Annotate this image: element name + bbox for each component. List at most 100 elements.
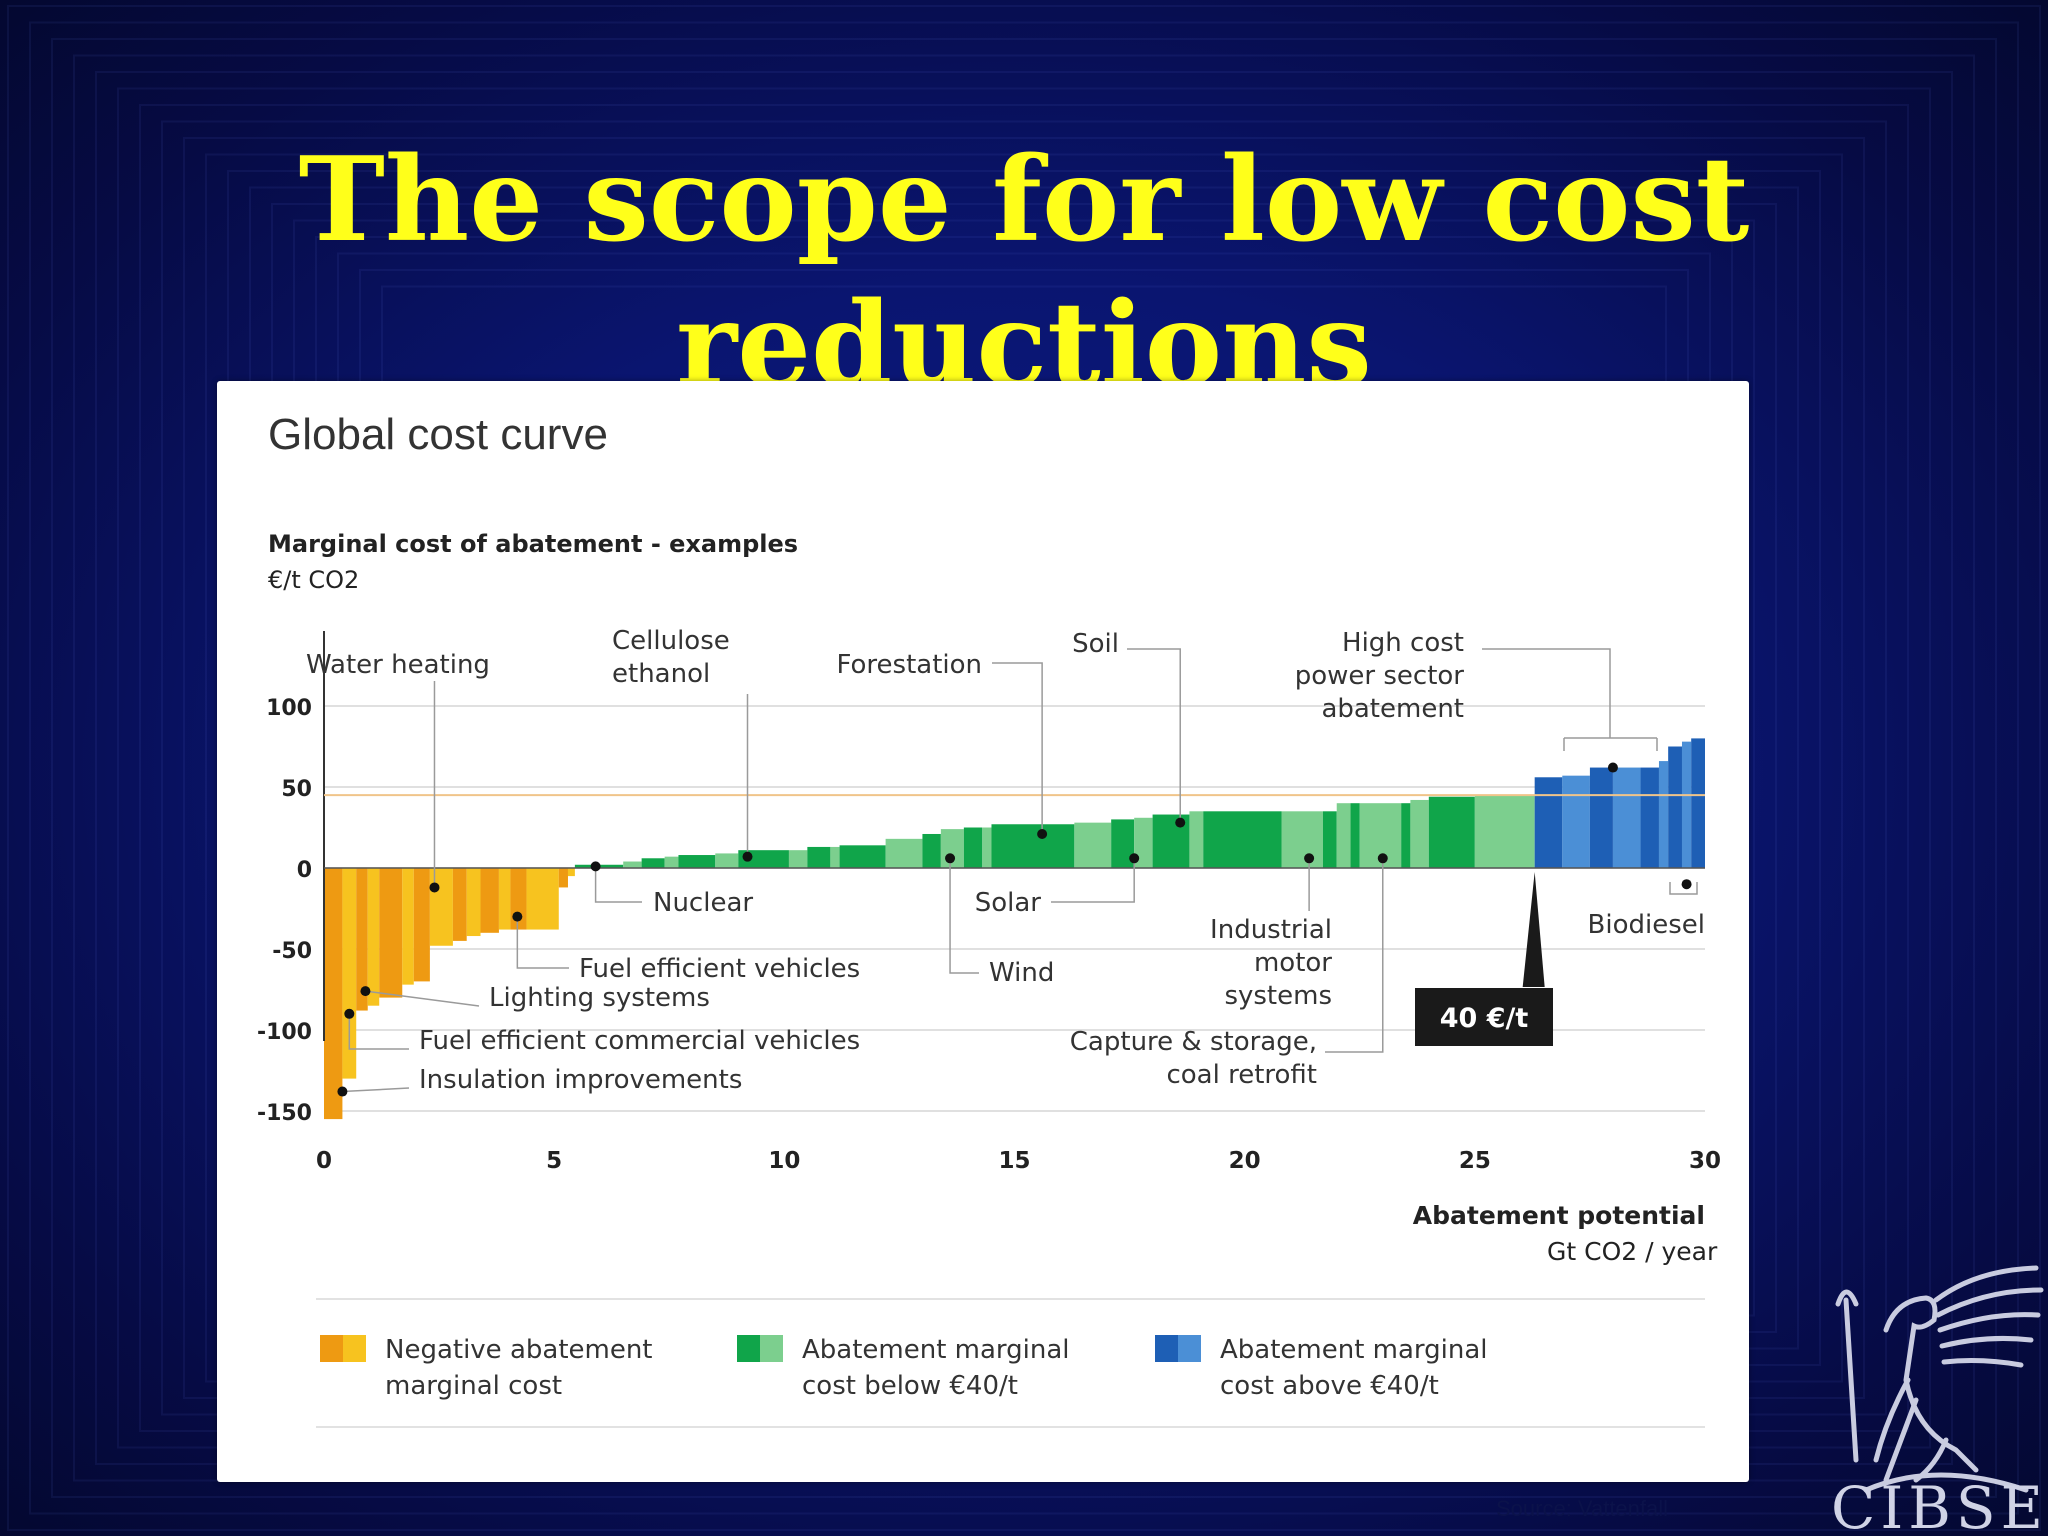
annotation-dot	[1037, 828, 1048, 839]
annotation-label: Cellulose	[612, 626, 730, 656]
cost-bar	[480, 868, 499, 933]
annotation-leader	[949, 858, 979, 974]
annotation-dot	[344, 1008, 355, 1019]
cost-bar	[1134, 817, 1153, 868]
legend-label: cost above €40/t	[1220, 1371, 1439, 1401]
annotation-leader	[348, 1013, 409, 1050]
cost-bar	[664, 856, 679, 868]
annotation-label: Wind	[989, 958, 1054, 988]
chart-title: Global cost curve	[268, 410, 608, 459]
cost-bar	[963, 827, 983, 868]
annotation-label: Soil	[1072, 629, 1119, 659]
annotation-label: Water heating	[306, 650, 490, 680]
cibse-logo: CIBSE	[1831, 1265, 2044, 1536]
source-note: Source: Vattenfall	[1496, 1496, 1669, 1521]
cost-bar	[1691, 738, 1705, 868]
cost-bar	[715, 853, 739, 868]
cost-bar	[1612, 767, 1641, 868]
cost-bar	[1322, 811, 1337, 868]
annotation-label: Insulation improvements	[419, 1065, 742, 1095]
cost-bar	[678, 855, 716, 868]
annotation-label: Biodiesel	[1588, 910, 1705, 940]
cost-bar	[1189, 811, 1204, 868]
annotation-label: abatement	[1321, 694, 1464, 724]
legend-swatch	[737, 1335, 760, 1362]
x-axis-label: Abatement potential	[1413, 1201, 1705, 1230]
y-axis-unit: €/t CO2	[268, 566, 359, 594]
cost-bar	[324, 868, 343, 1120]
annotation-label: Forestation	[836, 650, 982, 680]
annotation-dot	[337, 1086, 348, 1097]
cost-bar	[1281, 811, 1323, 868]
annotation-dot	[742, 851, 753, 862]
annotation-label: Solar	[975, 888, 1042, 918]
annotation-dot	[1175, 817, 1186, 828]
cost-bar	[342, 868, 357, 1079]
cost-bar	[413, 868, 430, 982]
legend-swatch	[1155, 1335, 1178, 1362]
annotation-dot	[429, 882, 440, 893]
cost-bar	[1111, 819, 1135, 868]
annotation-label: High cost	[1342, 628, 1464, 658]
y-tick-label: 0	[297, 858, 312, 883]
x-tick-label: 25	[1459, 1148, 1491, 1174]
annotation-leader	[342, 1087, 410, 1093]
threshold-callout-pointer	[1522, 872, 1545, 987]
cost-bar	[452, 868, 467, 941]
annotation-dot	[945, 853, 956, 864]
annotation-label: Nuclear	[653, 888, 753, 918]
cost-bar	[641, 858, 665, 868]
frame-line	[7, 5, 2041, 1531]
cost-bar	[922, 833, 941, 868]
cost-bar	[1474, 795, 1535, 868]
annotation-dot	[1377, 853, 1388, 864]
x-axis-unit: Gt CO2 / year	[1547, 1237, 1718, 1266]
annotation-dot	[1681, 879, 1692, 890]
threshold-label: 40 €/t	[1440, 1003, 1529, 1034]
cost-bar	[466, 868, 481, 937]
annotation-leader	[1127, 648, 1181, 823]
annotation-label: Fuel efficient vehicles	[579, 954, 860, 984]
y-tick-label: -150	[257, 1101, 312, 1126]
cost-bar	[1640, 767, 1659, 868]
cost-bar	[1336, 803, 1351, 868]
y-tick-label: 50	[281, 777, 312, 802]
annotation-label: Fuel efficient commercial vehicles	[419, 1026, 860, 1056]
annotation-dot	[590, 861, 601, 872]
legend-swatch	[343, 1335, 366, 1362]
annotation-leader	[1482, 648, 1658, 751]
legend-swatch	[1178, 1335, 1201, 1362]
cost-bar	[402, 868, 414, 985]
logo-text: CIBSE	[1831, 1474, 2043, 1536]
annotation-leader	[1051, 858, 1135, 903]
cost-bar	[1428, 796, 1475, 868]
legend-swatch	[320, 1335, 343, 1362]
cost-bar	[1350, 803, 1360, 868]
cost-bar	[1562, 775, 1590, 868]
cost-bar	[1681, 741, 1692, 868]
annotation-label: Lighting systems	[489, 983, 710, 1013]
slide-title: The scope for low cost reductions	[298, 132, 1750, 413]
legend-label: marginal cost	[385, 1371, 562, 1401]
annotation-label: coal retrofit	[1166, 1060, 1317, 1090]
x-tick-label: 20	[1229, 1148, 1261, 1174]
y-tick-label: 100	[266, 696, 312, 721]
legend: Negative abatement marginal cost Abatement…	[316, 1298, 1705, 1428]
annotation-leader	[1325, 858, 1384, 1053]
annotation-dot	[512, 911, 523, 922]
annotation-leader	[516, 916, 569, 969]
threshold-callout-box	[1415, 988, 1553, 1046]
annotation-dot	[360, 986, 371, 997]
cost-bar	[356, 868, 368, 1011]
cost-bar	[567, 868, 575, 877]
annotation-leader	[365, 990, 480, 1007]
cost-bar	[839, 845, 886, 868]
cost-bar	[367, 868, 380, 1006]
cost-bar	[526, 868, 559, 930]
annotation-label: ethanol	[612, 659, 710, 689]
annotation-dot	[1129, 853, 1140, 864]
y-tick-label: -100	[257, 1020, 312, 1045]
annotation-dot	[1304, 853, 1315, 864]
cost-bar	[1074, 822, 1112, 868]
